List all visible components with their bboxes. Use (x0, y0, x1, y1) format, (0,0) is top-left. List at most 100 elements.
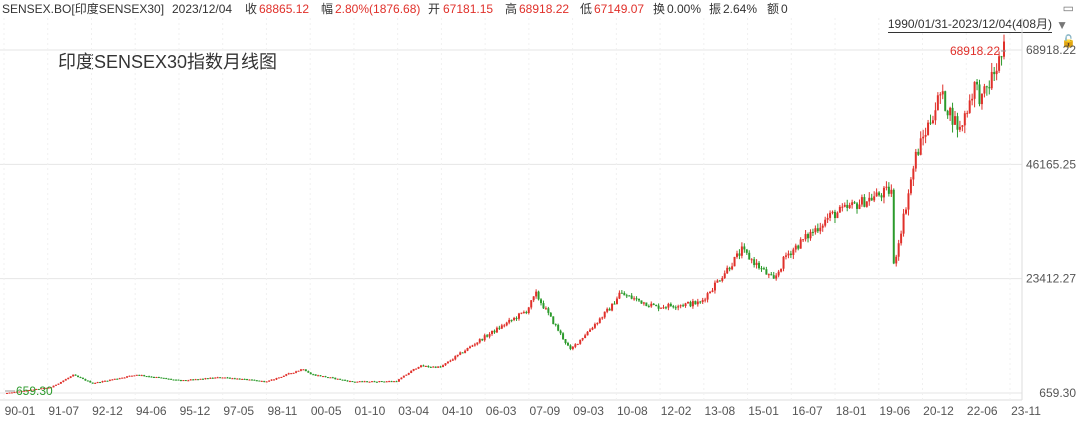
candle-body (47, 387, 50, 389)
candle-body (863, 197, 866, 207)
candle-body (263, 380, 266, 382)
candle-body (517, 313, 520, 319)
candle-body (789, 253, 792, 256)
candle-body (103, 380, 106, 382)
candle-body (138, 374, 141, 376)
candle-body (809, 231, 812, 239)
candle-body (581, 338, 584, 340)
candle-body (199, 378, 202, 380)
candle-body (18, 391, 21, 393)
candle-body (836, 212, 839, 219)
candle-body (324, 376, 327, 378)
candle-body (696, 301, 699, 305)
candle-body (395, 381, 398, 383)
candle-body (69, 376, 72, 378)
x-tick-label: 20-12 (923, 404, 954, 418)
candle-body (260, 380, 263, 382)
candle-body (655, 304, 658, 306)
candle-body (669, 303, 672, 307)
candle-body (179, 380, 182, 382)
candle-body (224, 377, 227, 379)
candle-body (375, 381, 378, 383)
candle-body (780, 268, 783, 272)
candle-body (162, 377, 165, 379)
candle-body (694, 301, 697, 305)
candle-body (319, 375, 322, 377)
candle-body (123, 377, 126, 379)
candle-body (486, 335, 489, 337)
candle-body (615, 298, 618, 305)
candle-body (630, 295, 633, 299)
candle-body (1000, 56, 1003, 58)
candle-body (799, 239, 802, 249)
x-tick-label: 01-10 (355, 404, 386, 418)
candle-body (733, 256, 736, 267)
candle-body (368, 381, 371, 383)
candle-body (15, 391, 18, 393)
x-tick-label: 04-10 (442, 404, 473, 418)
candle-body (672, 306, 675, 308)
candle-body (589, 329, 592, 332)
candle-body (549, 312, 552, 317)
x-tick-label: 03-04 (398, 404, 429, 418)
candle-body (878, 192, 881, 196)
candle-body (566, 343, 569, 346)
candle-body (657, 305, 660, 309)
candle-body (990, 71, 993, 89)
grid-lines (0, 18, 1023, 401)
candle-body (488, 333, 491, 337)
candle-body (290, 373, 293, 375)
window-icon[interactable]: ▭ (1062, 1, 1074, 15)
candle-body (618, 292, 621, 299)
candle-body (35, 388, 38, 390)
candle-body (980, 93, 983, 105)
candle-body (848, 205, 851, 208)
candle-body (459, 352, 462, 355)
candle-body (393, 381, 396, 383)
candle-body (182, 380, 185, 382)
candle-body (723, 273, 726, 278)
candle-body (297, 370, 300, 372)
candle-body (728, 267, 731, 270)
candle-body (941, 91, 944, 95)
candle-body (13, 391, 16, 393)
amplitude-value: 2.64% (723, 2, 758, 16)
candle-body (753, 259, 756, 266)
candle-body (473, 344, 476, 346)
candle-body (500, 325, 503, 329)
date-range-selector[interactable]: 1990/01/31-2023/12/04(408月) (887, 17, 1052, 33)
candle-body (226, 377, 229, 379)
candle-body (126, 376, 129, 378)
candle-body (170, 378, 173, 380)
candle-body (758, 262, 761, 269)
candle-body (816, 228, 819, 232)
candle-body (133, 375, 136, 377)
candle-body (348, 381, 351, 383)
candle-body (851, 202, 854, 206)
candle-body (584, 335, 587, 339)
candle-body (59, 381, 62, 384)
candle-body (713, 282, 716, 291)
x-tick-label: 16-07 (792, 404, 823, 418)
y-tick-label: 46165.25 (1026, 157, 1076, 171)
candle-body (927, 122, 930, 135)
candle-body (233, 378, 236, 380)
lock-icon[interactable]: 🔓 (1061, 34, 1076, 48)
candle-body (831, 211, 834, 213)
candle-body (633, 298, 636, 300)
candle-body (552, 316, 555, 325)
chevron-down-icon[interactable]: ▼ (1056, 18, 1068, 32)
x-tick-label: 97-05 (223, 404, 254, 418)
candle-body (954, 116, 957, 125)
candle-body (101, 381, 104, 383)
candle-body (468, 346, 471, 349)
candle-body (481, 339, 484, 341)
candle-body (356, 381, 359, 383)
candle-body (74, 374, 77, 376)
candle-body (985, 86, 988, 88)
candle-body (557, 324, 560, 331)
candle-body (45, 387, 48, 389)
candle-body (917, 151, 920, 155)
candle-body (527, 307, 530, 313)
candle-body (91, 382, 94, 384)
